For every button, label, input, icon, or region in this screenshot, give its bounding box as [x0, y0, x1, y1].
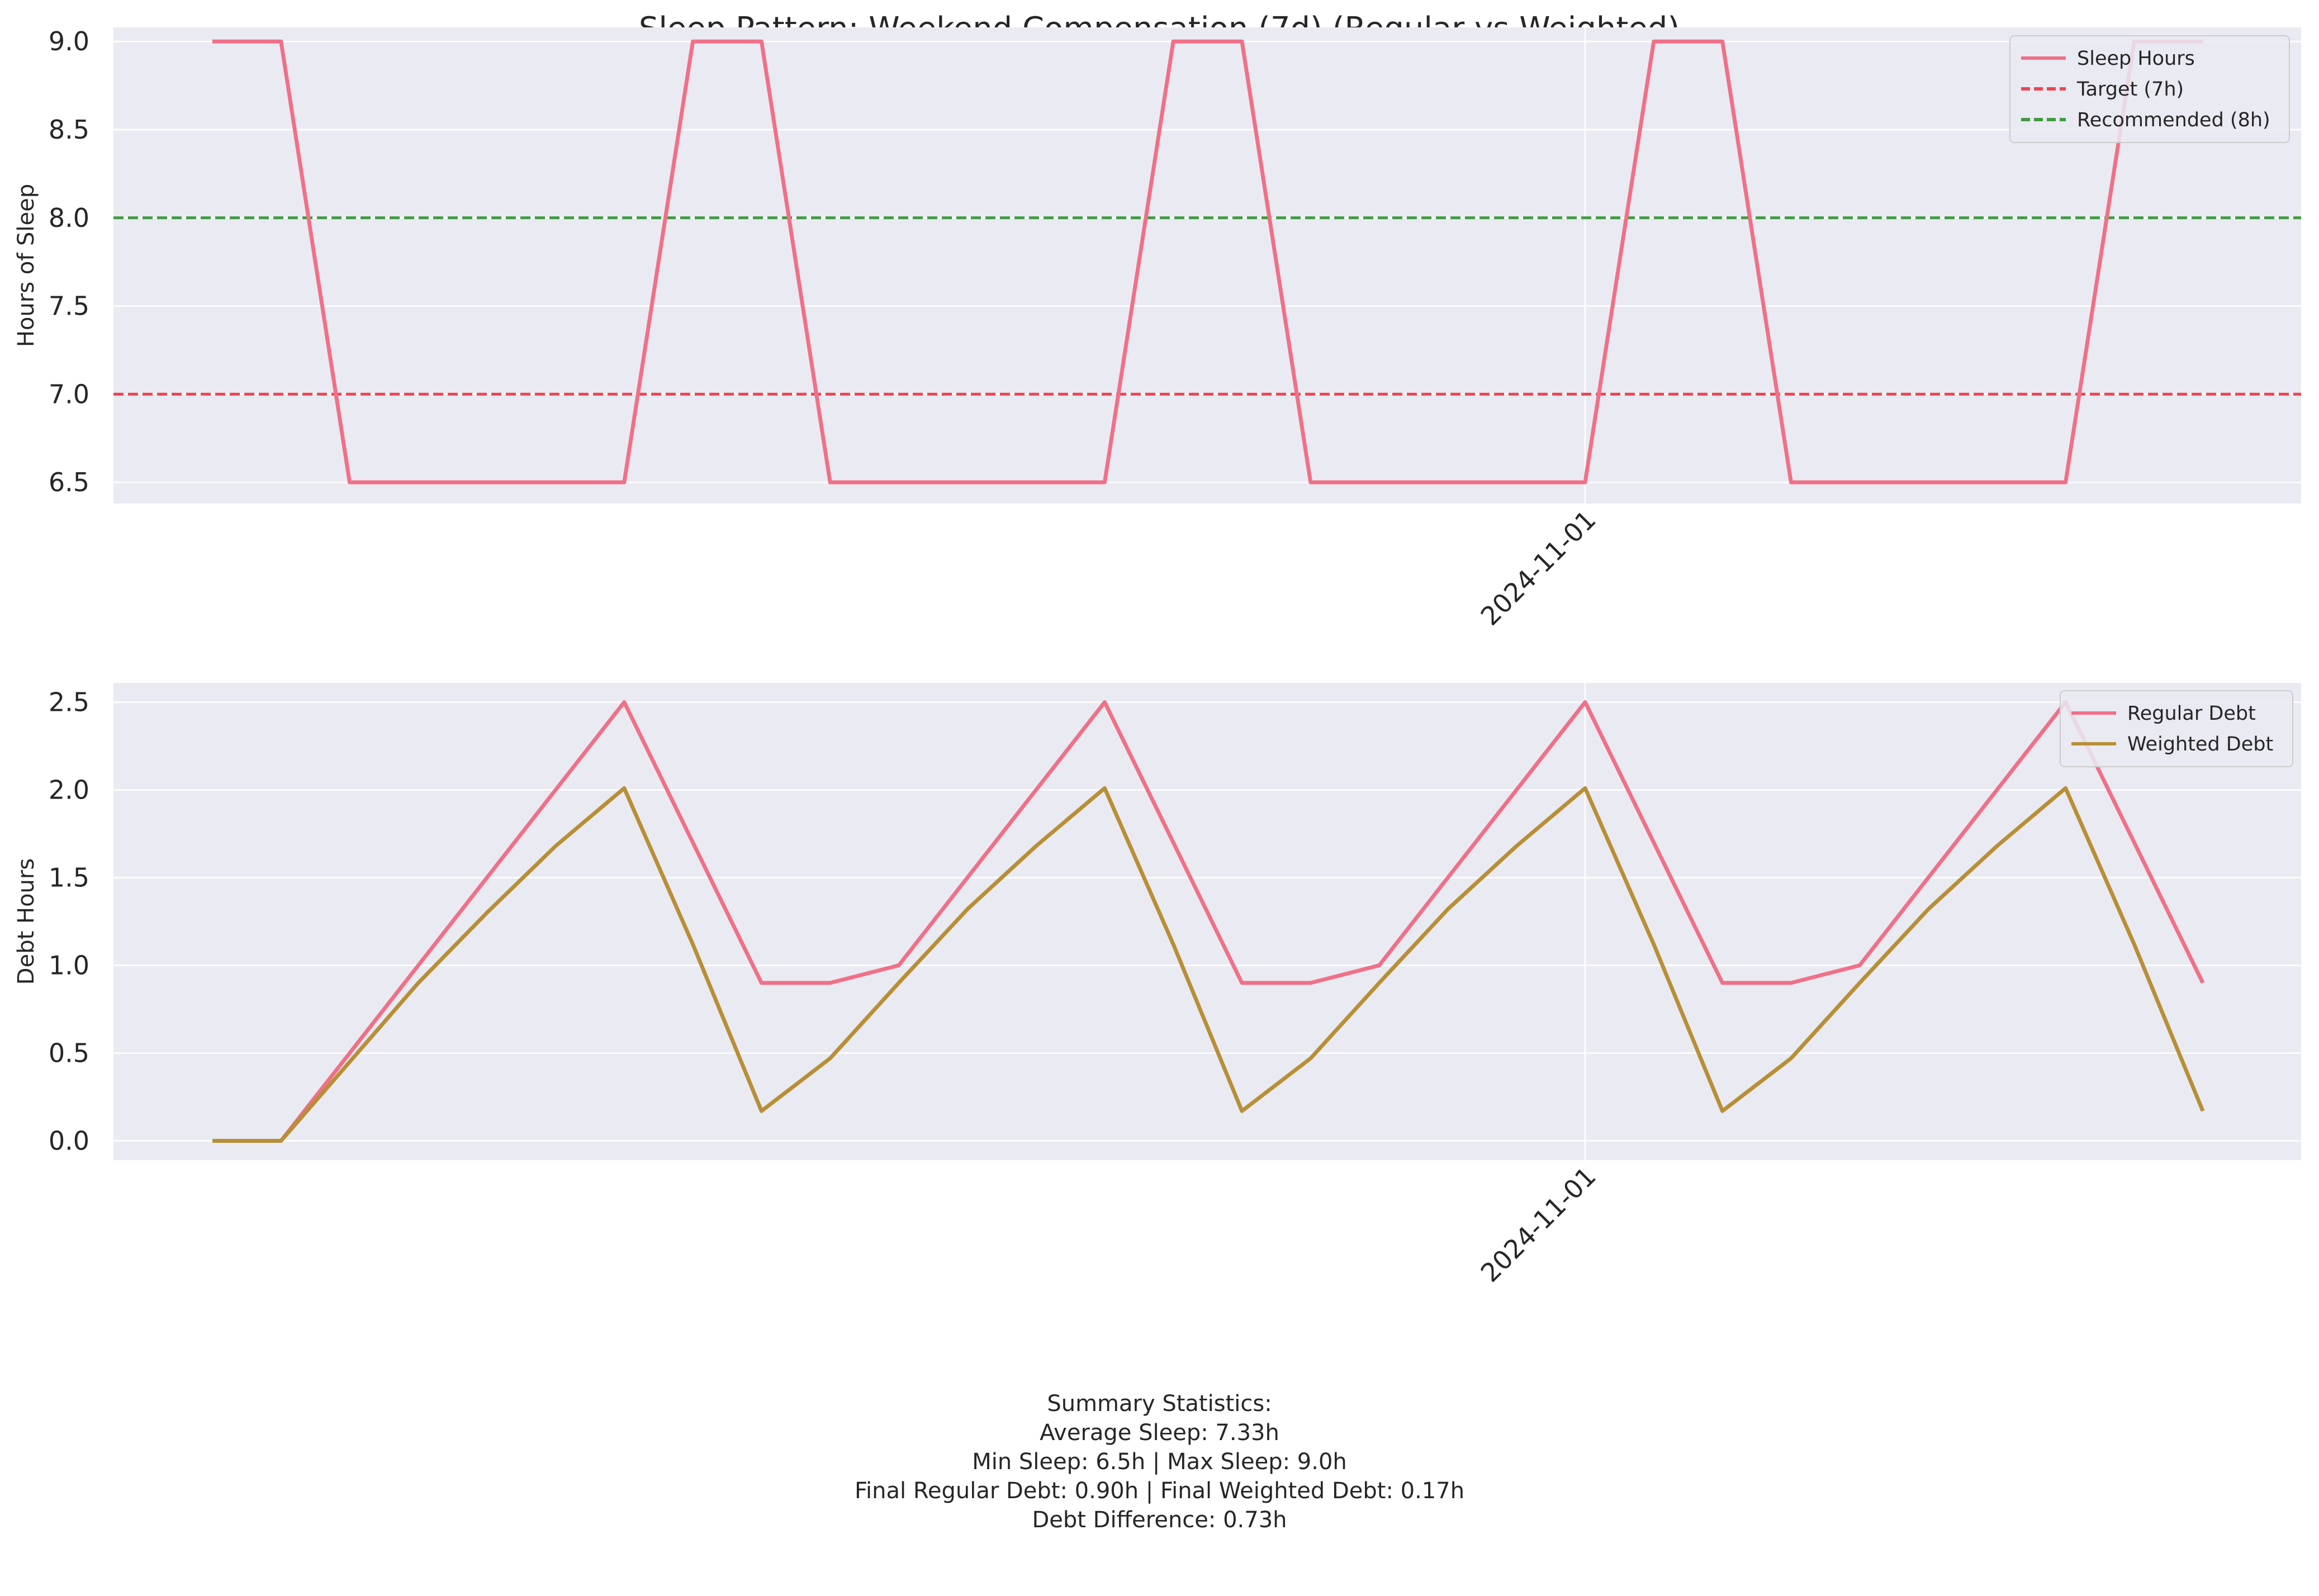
- summary-debt-difference: Debt Difference: 0.73h: [1032, 1507, 1287, 1533]
- summary-statistics: Summary Statistics: Average Sleep: 7.33h…: [0, 1389, 2319, 1535]
- y-tick-label: 0.5: [49, 1038, 89, 1068]
- sleep-hours-line: [212, 39, 2203, 484]
- y-tick-label: 7.5: [49, 291, 89, 321]
- y-tick-label: 2.0: [49, 775, 89, 805]
- weighted-debt-line: [212, 786, 2205, 1143]
- y-axis-label: Debt Hours: [13, 858, 39, 985]
- y-axis-ticks: 0.0 0.5 1.0 1.5 2.0 2.5: [49, 687, 89, 1156]
- y-tick-label: 2.5: [49, 687, 89, 718]
- x-axis-ticks: 2024-11-01: [1475, 505, 1602, 631]
- summary-heading: Summary Statistics:: [1047, 1391, 1272, 1417]
- legend: Sleep Hours Target (7h) Recommended (8h): [2009, 35, 2290, 143]
- plot-area: [113, 683, 2301, 1160]
- y-tick-label: 7.0: [49, 379, 89, 409]
- legend-label: Target (7h): [2076, 78, 2184, 101]
- legend-label: Weighted Debt: [2127, 733, 2273, 756]
- x-tick-label: 2024-11-01: [1475, 505, 1602, 631]
- y-tick-label: 8.0: [49, 203, 89, 233]
- legend-box: [2009, 35, 2290, 143]
- grid-lines: [113, 683, 2301, 1160]
- y-tick-label: 9.0: [49, 26, 89, 56]
- x-axis-ticks: 2024-11-01: [1475, 1161, 1602, 1288]
- y-tick-label: 6.5: [49, 467, 89, 497]
- x-tick-label: 2024-11-01: [1475, 1161, 1602, 1288]
- summary-average-sleep: Average Sleep: 7.33h: [1040, 1420, 1279, 1446]
- summary-min-max-sleep: Min Sleep: 6.5h | Max Sleep: 9.0h: [972, 1449, 1347, 1475]
- y-tick-label: 8.5: [49, 115, 89, 145]
- legend-box: [2060, 690, 2293, 767]
- plot-area: [113, 27, 2301, 504]
- y-axis-label: Hours of Sleep: [13, 184, 39, 347]
- y-tick-label: 1.0: [49, 950, 89, 980]
- y-tick-label: 1.5: [49, 863, 89, 893]
- summary-final-debt: Final Regular Debt: 0.90h | Final Weight…: [854, 1478, 1465, 1504]
- legend-label: Recommended (8h): [2077, 109, 2270, 131]
- legend-label: Regular Debt: [2127, 702, 2256, 725]
- legend-label: Sleep Hours: [2077, 48, 2195, 70]
- legend: Regular Debt Weighted Debt: [2060, 690, 2293, 767]
- sleep-hours-panel: 6.5 7.0 7.5 8.0 8.5 9.0 2024-11-01 Hours of S…: [13, 26, 2301, 631]
- y-tick-label: 0.0: [49, 1125, 89, 1156]
- y-axis-ticks: 6.5 7.0 7.5 8.0 8.5 9.0: [49, 26, 89, 497]
- debt-hours-panel: 0.0 0.5 1.0 1.5 2.0 2.5 2024-11-01 Debt Hours…: [13, 683, 2301, 1288]
- series-lines: [212, 700, 2205, 1143]
- regular-debt-line: [212, 700, 2205, 1143]
- reference-lines: [113, 216, 2301, 396]
